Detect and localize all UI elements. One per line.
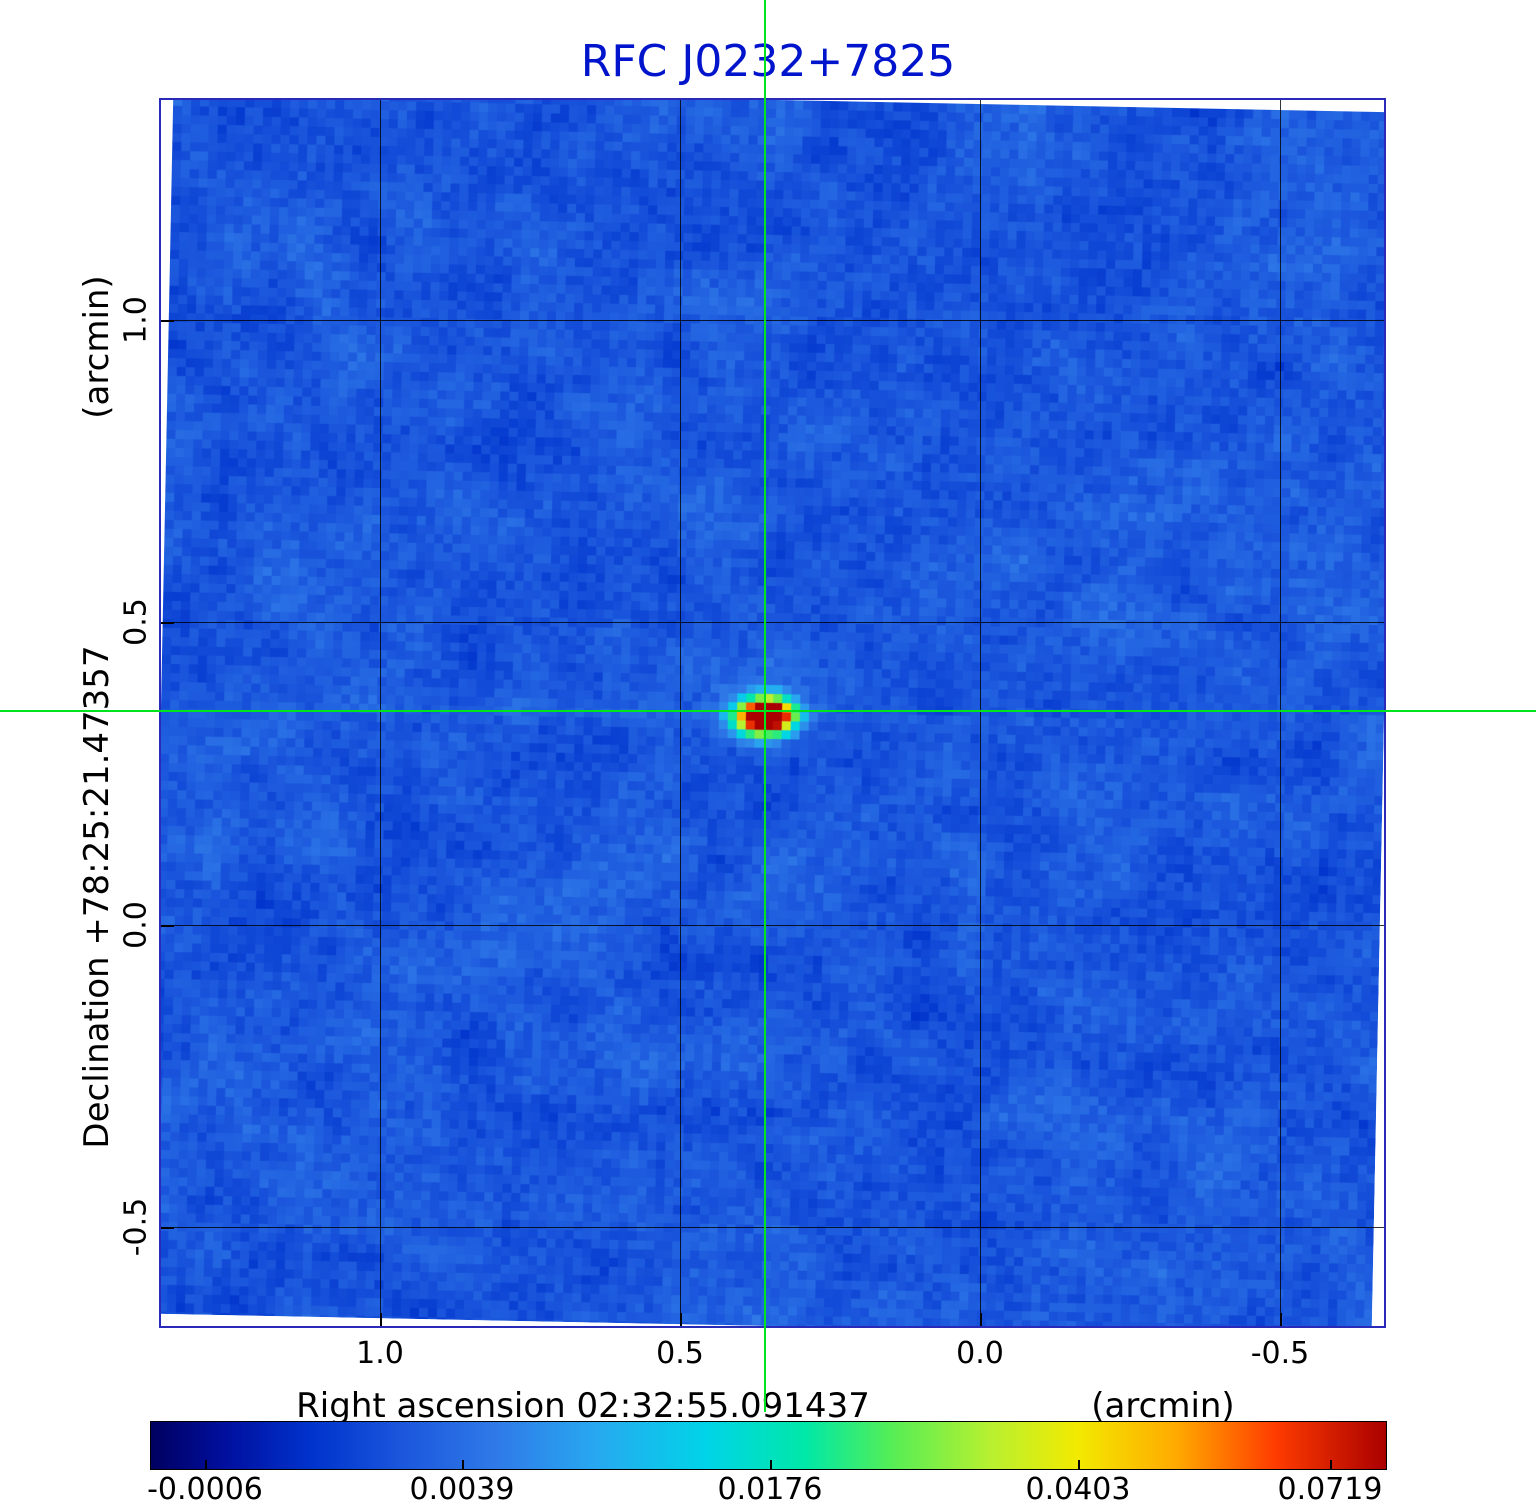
- grid-line-vertical: [980, 100, 981, 1326]
- grid-line-horizontal: [161, 925, 1384, 926]
- x-axis-tick: [980, 1313, 982, 1326]
- x-tick-label: 1.0: [356, 1336, 404, 1371]
- colorbar-label: 0.0039: [409, 1472, 515, 1507]
- colorbar-tick: [770, 1460, 772, 1469]
- y-tick-label: 0.5: [118, 598, 154, 646]
- page-title: RFC J0232+7825: [580, 36, 956, 87]
- colorbar-label: -0.0006: [147, 1472, 263, 1507]
- y-axis-tick: [161, 1227, 174, 1229]
- x-tick-label: -0.5: [1250, 1336, 1310, 1371]
- colorbar-tick: [1330, 1460, 1332, 1469]
- colorbar-tick: [462, 1460, 464, 1469]
- x-axis-tick: [680, 1313, 682, 1326]
- x-axis-unit-label: (arcmin): [1091, 1386, 1235, 1426]
- y-tick-label: -0.5: [118, 1197, 154, 1257]
- x-axis-tick: [1280, 1313, 1282, 1326]
- colorbar-label: 0.0176: [717, 1472, 823, 1507]
- colorbar-label: 0.0719: [1277, 1472, 1383, 1507]
- x-axis-tick: [380, 1313, 382, 1326]
- grid-line-vertical: [1280, 100, 1281, 1326]
- grid-line-horizontal: [161, 320, 1384, 321]
- colorbar-tick: [1078, 1460, 1080, 1469]
- y-axis-label: Declination +78:25:21.47357: [77, 645, 117, 1149]
- grid-line-vertical: [380, 100, 381, 1326]
- x-axis-label: Right ascension 02:32:55.091437: [296, 1386, 870, 1426]
- colorbar: [150, 1421, 1387, 1470]
- x-tick-label: 0.5: [656, 1336, 704, 1371]
- y-axis-tick: [161, 320, 174, 322]
- grid-line-horizontal: [161, 622, 1384, 623]
- y-tick-label: 0.0: [118, 901, 154, 949]
- colorbar-gradient: [151, 1422, 1386, 1469]
- plot-frame: [159, 98, 1386, 1328]
- y-axis-tick: [161, 622, 174, 624]
- y-axis-tick: [161, 925, 174, 927]
- grid-line-horizontal: [161, 1227, 1384, 1228]
- x-tick-label: 0.0: [956, 1336, 1004, 1371]
- sky-image-canvas: [161, 100, 1384, 1326]
- colorbar-tick: [205, 1460, 207, 1469]
- grid-line-vertical: [680, 100, 681, 1326]
- crosshair-vertical-line: [764, 0, 766, 1412]
- colorbar-label: 0.0403: [1025, 1472, 1131, 1507]
- crosshair-horizontal-line: [0, 710, 1536, 712]
- y-tick-label: 1.0: [118, 296, 154, 344]
- y-axis-unit-label: (arcmin): [77, 275, 117, 419]
